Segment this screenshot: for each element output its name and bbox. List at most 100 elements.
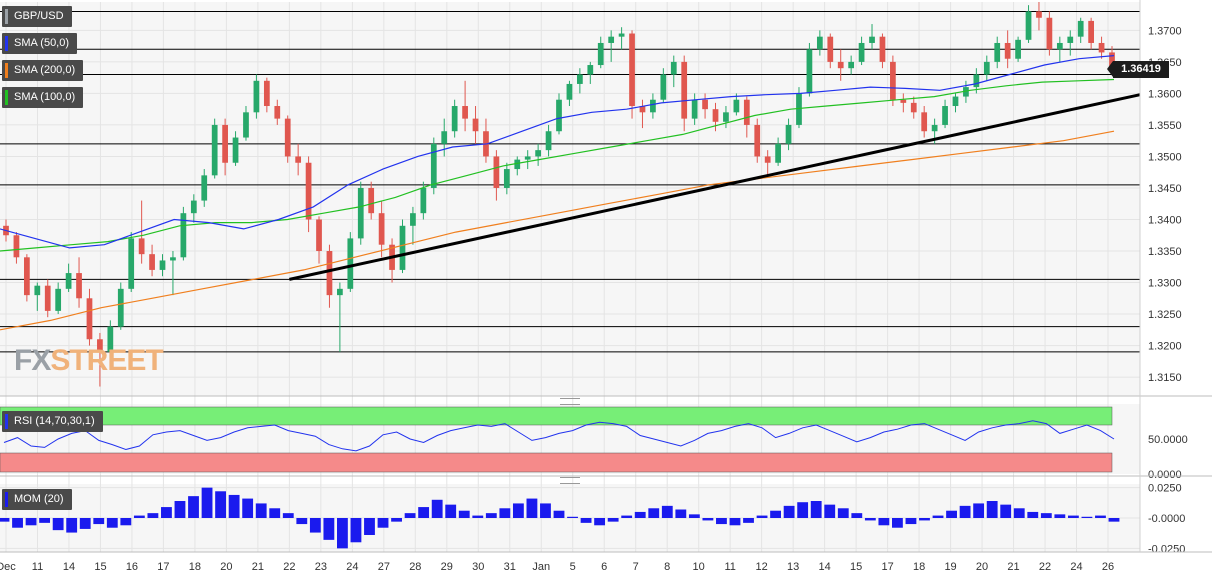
candle-body	[159, 260, 166, 270]
mom-bar	[702, 518, 714, 521]
candle-body	[1056, 42, 1063, 50]
mom-y-tick-label: -0.0000	[1148, 513, 1185, 525]
candle-body	[691, 99, 698, 119]
candle-body	[806, 49, 813, 94]
mom-bar	[255, 503, 267, 518]
candle-body	[65, 273, 72, 289]
candle-body	[796, 93, 802, 125]
pane-resize-handle-2[interactable]	[560, 477, 580, 484]
mom-swatch	[5, 492, 8, 507]
candle-body	[337, 288, 343, 296]
mom-bar	[296, 518, 308, 525]
y-tick-label: 1.3450	[1148, 183, 1182, 195]
x-tick-label: 12	[756, 561, 768, 573]
mom-bar	[1040, 513, 1052, 518]
x-tick-label: 20	[976, 561, 988, 573]
mom-bar	[25, 518, 37, 526]
y-tick-label: 1.3700	[1148, 25, 1182, 37]
watermark-street: STREET	[50, 344, 163, 377]
mom-bar	[756, 515, 768, 518]
mom-bar	[309, 518, 321, 533]
x-tick-label: 24	[1070, 561, 1082, 573]
x-tick-label: 14	[819, 561, 831, 573]
candle-body	[723, 112, 729, 122]
x-tick-label: 21	[1007, 561, 1019, 573]
mom-bar	[851, 513, 863, 518]
sma100-label[interactable]: SMA (100,0)	[2, 87, 84, 108]
candle-body	[284, 118, 291, 157]
mom-bar	[147, 513, 159, 518]
x-tick-label: 27	[378, 561, 390, 573]
x-tick-label: 31	[504, 561, 516, 573]
x-tick-label: 14	[63, 561, 75, 573]
x-tick-label: 10	[693, 561, 705, 573]
mom-bar	[458, 510, 470, 518]
candle-body	[670, 61, 677, 75]
mom-bar	[946, 510, 957, 518]
mom-bar	[512, 503, 524, 518]
candle-body	[34, 285, 41, 296]
x-tick-label: 23	[315, 561, 327, 573]
x-tick-label: 11	[724, 561, 735, 573]
sma100-line	[0, 78, 1115, 252]
candle-body	[128, 238, 135, 289]
mom-bar	[66, 518, 78, 533]
mom-label-text: MOM (20)	[14, 493, 64, 505]
candle-body	[556, 99, 562, 132]
mom-bar	[932, 515, 944, 518]
mom-bar	[391, 518, 402, 522]
candle-body	[639, 106, 646, 113]
instrument-label[interactable]: GBP/USD	[2, 6, 72, 27]
candle-body	[55, 288, 62, 311]
mom-bar	[540, 503, 551, 518]
mom-bar	[93, 518, 105, 525]
candle-body	[650, 99, 656, 113]
sma100-swatch	[5, 90, 8, 105]
mom-bar	[553, 510, 565, 518]
mom-bar	[526, 498, 538, 518]
candle-body	[86, 298, 93, 340]
candle-body	[378, 213, 385, 245]
mom-bar	[661, 505, 673, 518]
x-tick-label: 21	[252, 561, 264, 573]
y-tick-label: 1.3300	[1148, 278, 1182, 290]
mom-bar	[418, 507, 430, 518]
candle-body	[900, 99, 907, 103]
mom-bar	[959, 505, 971, 518]
sma50-label-text: SMA (50,0)	[14, 37, 70, 49]
candle-body	[973, 74, 980, 88]
candle-body	[97, 339, 103, 352]
x-tick-label: 22	[1039, 561, 1051, 573]
candle-body	[462, 106, 468, 119]
candle-body	[702, 99, 708, 110]
x-tick-label: 18	[913, 561, 925, 573]
rsi-y-tick-label: 0.0000	[1148, 469, 1182, 481]
candle-body	[420, 187, 427, 214]
mom-bar	[499, 508, 511, 518]
sma200-label[interactable]: SMA (200,0)	[2, 60, 84, 81]
x-tick-label: 18	[189, 561, 201, 573]
mom-bar	[594, 518, 606, 526]
x-tick-label: 30	[472, 561, 484, 573]
x-tick-label: 20	[220, 561, 232, 573]
candle-body	[326, 251, 333, 296]
mom-bar	[269, 508, 281, 518]
candle-body	[754, 124, 761, 157]
candle-body	[994, 42, 1001, 62]
trendline	[289, 93, 1141, 281]
mom-bar	[1081, 516, 1093, 518]
mom-bar	[905, 518, 917, 525]
mom-bar	[797, 502, 809, 518]
candle-body	[869, 36, 875, 43]
pane-resize-handle-1[interactable]	[560, 398, 580, 405]
mom-bar	[1000, 504, 1012, 518]
fxstreet-watermark: FXSTREET	[14, 344, 164, 378]
candle-body	[848, 61, 855, 69]
candle-body	[733, 99, 740, 113]
mom-bar	[337, 518, 348, 549]
mom-label[interactable]: MOM (20)	[2, 489, 72, 510]
sma50-label[interactable]: SMA (50,0)	[2, 33, 78, 54]
candle-body	[305, 162, 312, 220]
rsi-label[interactable]: RSI (14,70,30,1)	[2, 411, 103, 432]
